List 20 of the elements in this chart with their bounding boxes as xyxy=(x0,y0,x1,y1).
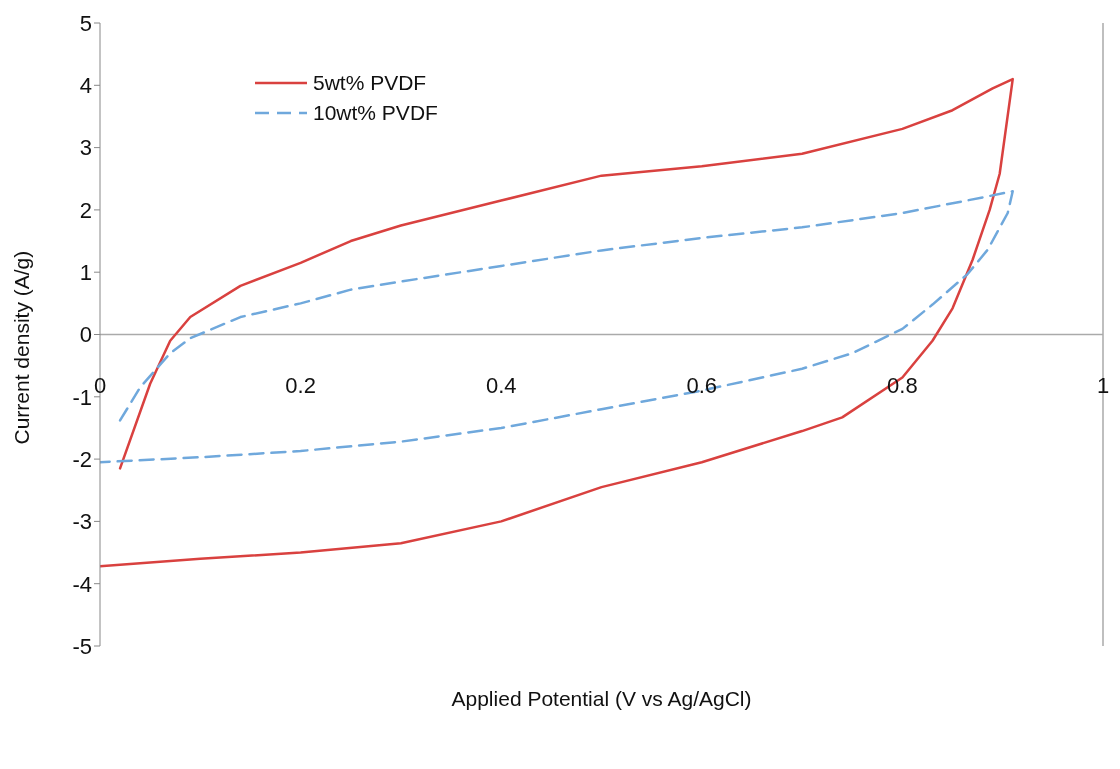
y-tick-label: -4 xyxy=(72,571,92,597)
legend-label: 5wt% PVDF xyxy=(313,71,427,95)
y-tick-label: 1 xyxy=(79,260,92,286)
x-axis-title: Applied Potential (V vs Ag/AgCl) xyxy=(451,687,752,710)
y-tick-label: 5 xyxy=(79,10,92,36)
legend-label: 10wt% PVDF xyxy=(313,101,438,125)
x-tick-label: 0.8 xyxy=(887,372,918,398)
x-tick-label: 1 xyxy=(1096,372,1110,398)
y-tick-label: -2 xyxy=(72,446,92,472)
x-tick-label: 0.4 xyxy=(485,372,517,398)
y-tick-label: -1 xyxy=(72,384,92,410)
x-tick-label: 0.6 xyxy=(686,372,718,398)
y-tick-label: 4 xyxy=(79,73,92,99)
y-tick-label: 0 xyxy=(79,322,92,348)
y-tick-label: -5 xyxy=(72,633,92,659)
x-tick-label: 0.2 xyxy=(285,372,316,398)
y-tick-label: 2 xyxy=(79,197,92,223)
y-tick-label: 3 xyxy=(79,135,92,161)
y-axis-title: Current density (A/g) xyxy=(10,250,34,445)
y-tick-label: -3 xyxy=(72,509,92,535)
